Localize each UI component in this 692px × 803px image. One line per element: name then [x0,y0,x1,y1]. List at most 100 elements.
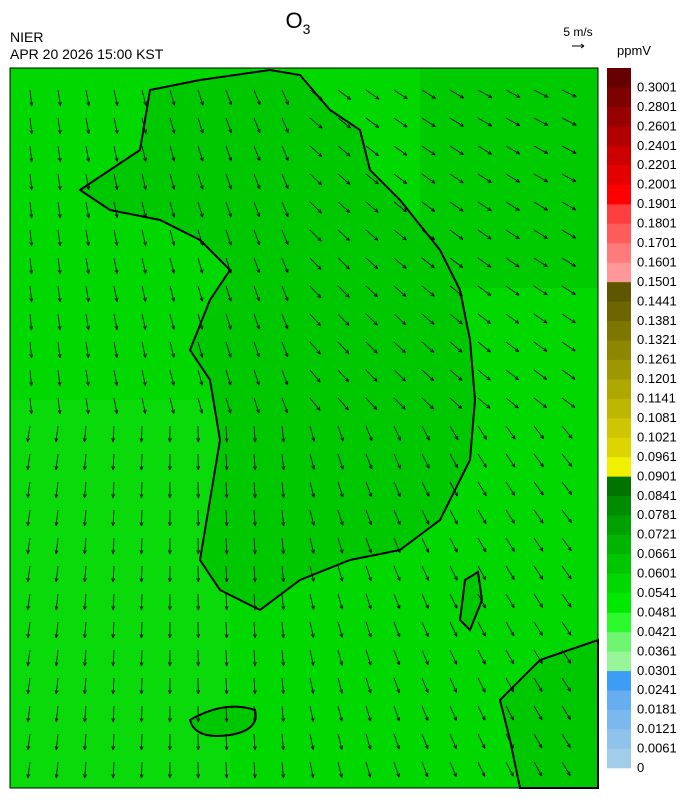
wind-arrow [139,761,144,779]
colorbar-swatch [607,281,631,302]
wind-arrow [139,453,144,471]
wind-arrow [309,733,315,750]
wind-arrow [167,761,172,779]
wind-arrow [449,89,465,99]
wind-arrow [57,89,62,107]
wind-arrow [337,229,351,242]
wind-arrow [393,229,407,241]
wind-arrow [393,537,401,554]
colorbar-swatch [607,495,631,516]
wind-arrow [505,397,519,409]
wind-arrow [337,593,344,610]
wind-arrow [533,453,544,468]
wind-arrow [393,145,408,156]
wind-arrow [82,481,87,499]
wind-arrow [224,761,229,779]
wind-arrow [505,453,516,468]
wind-arrow [141,397,147,414]
wind-arrow [421,733,429,750]
wind-arrow [449,117,464,127]
wind-arrow [505,621,515,637]
wind-arrow [533,593,544,608]
wind-scale-arrowhead [580,43,585,49]
wind-arrow [29,89,34,107]
wind-arrow [82,537,87,555]
wind-arrow [533,649,543,664]
wind-arrow [26,537,31,555]
wind-arrow [505,677,515,693]
wind-arrow [421,425,430,441]
colorbar-label: 0.1021 [637,429,677,444]
wind-arrow [449,341,463,353]
wind-arrow [477,369,491,381]
wind-arrow [337,173,351,185]
wind-arrow [393,117,408,128]
wind-arrow [505,201,520,211]
colorbar-label: 0.0061 [637,741,677,756]
wind-arrow [82,621,87,639]
wind-arrow [169,229,176,246]
wind-arrow [533,733,543,749]
wind-arrow [477,257,492,268]
colorbar-swatch [607,184,631,205]
wind-arrow [139,705,144,723]
wind-arrow [169,369,175,386]
colorbar-label: 0.0901 [637,468,677,483]
wind-arrow [85,201,91,218]
wind-arrow [113,341,119,358]
wind-arrow [139,565,144,583]
wind-arrow [365,117,380,128]
wind-arrow [533,201,549,211]
wind-arrow [393,593,401,610]
colorbar-label: 0.0181 [637,702,677,717]
wind-arrow [337,621,344,638]
wind-arrow [167,621,172,639]
wind-arrow [224,481,229,499]
wind-arrow [54,481,59,499]
colorbar-label: 0.1321 [637,332,677,347]
wind-arrow [309,453,316,470]
wind-arrow [309,621,315,638]
wind-arrow [337,705,344,722]
wind-arrow [224,425,229,443]
wind-arrow [337,397,349,411]
wind-arrow [253,229,261,246]
wind-arrow [337,537,344,554]
wind-arrow [393,705,400,722]
colorbar-label: 0.2601 [637,118,677,133]
wind-arrow [309,201,322,214]
colorbar-label: 0.2201 [637,157,677,172]
colorbar-label: 0.1441 [637,293,677,308]
wind-arrow [365,285,379,298]
colorbar-swatch [607,165,631,185]
wind-arrow [253,117,261,134]
wind-arrow [26,761,31,779]
wind-arrow [505,173,521,183]
wind-arrow [57,173,62,191]
wind-arrow [85,369,90,387]
wind-arrow [365,313,378,326]
wind-arrow [393,173,408,185]
wind-arrow [54,733,59,751]
wind-arrow [561,89,577,98]
wind-arrow [309,537,315,554]
colorbar-unit: ppmV [617,43,651,58]
wind-arrow [449,705,457,721]
wind-arrow [365,677,372,694]
wind-arrow [139,509,144,527]
wind-arrow [197,257,204,274]
wind-arrow [281,705,286,723]
colorbar-label: 0.2801 [637,99,677,114]
wind-arrow [561,229,577,239]
wind-arrow [197,89,204,106]
colorbar-swatch [607,145,631,166]
wind-arrow [365,649,372,666]
wind-arrow [561,621,572,636]
wind-arrow [505,509,516,524]
colorbar-swatch [607,690,631,710]
wind-arrow [309,369,321,383]
wind-arrow [113,145,119,162]
wind-arrow [169,341,175,358]
wind-arrow [54,425,59,443]
